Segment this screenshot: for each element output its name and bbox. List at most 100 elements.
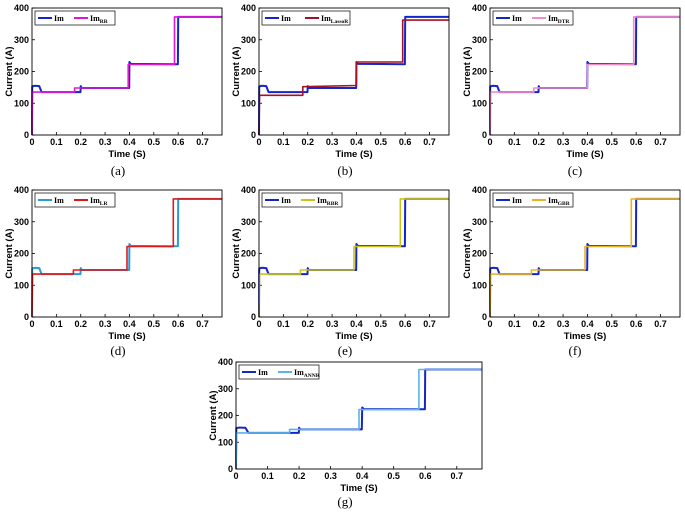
x-axis-label: Times (S) [564,331,607,342]
panel-caption: (g) [337,494,352,509]
y-tick-label: 400 [472,185,487,195]
y-axis-label: Current (A) [462,228,473,278]
series-line-imrr [31,16,222,136]
y-tick-label: 400 [472,3,487,13]
x-tick-label: 0.4 [350,319,363,329]
legend-entry: Im [54,14,64,23]
legend-entry: ImGBR [548,196,571,207]
series-line-imrbr [258,198,449,318]
series-line-imdtr [489,16,680,136]
legend-entry: Im [54,196,64,205]
y-tick-label: 200 [241,249,256,259]
y-tick-label: 0 [251,312,256,322]
x-tick-label: 0.6 [419,471,432,481]
x-tick-label: 0.6 [172,137,185,147]
plot-frame [235,361,483,470]
series-line-imannr [235,368,482,470]
x-tick-label: 0.1 [50,319,63,329]
x-tick-label: 0.1 [508,137,521,147]
y-tick-label: 300 [241,217,256,227]
legend-entry: ImANNR [294,368,321,379]
x-axis-label: Time (S) [340,483,377,494]
x-tick-label: 0.5 [387,471,400,481]
legend: Im ImGBR [492,192,574,208]
y-axis-label: Current (A) [231,228,242,278]
panel-caption: (a) [111,163,125,178]
x-tick-label: 0.3 [99,137,112,147]
plot-frame [489,7,681,136]
y-tick-label: 200 [241,67,256,77]
y-tick-label: 100 [14,280,29,290]
plot-frame [258,7,450,136]
x-tick-label: 0.7 [423,319,436,329]
y-tick-label: 400 [218,357,233,367]
series-line-imgbr [489,198,680,318]
y-tick-label: 100 [14,98,29,108]
x-tick-label: 0 [487,137,492,147]
plot-frame [258,189,450,318]
y-axis-label: Current (A) [4,228,15,278]
y-tick-label: 300 [14,217,29,227]
y-tick-label: 300 [241,35,256,45]
series-line-imlassor [258,19,449,136]
legend-entry: ImLassoR [321,14,349,25]
y-tick-label: 400 [241,3,256,13]
plot-frame [31,7,223,136]
x-tick-label: 0.3 [557,137,570,147]
x-tick-label: 0 [487,319,492,329]
x-tick-label: 0 [256,137,261,147]
chart-a: 0 100 200 300 400 0 0.1 0.2 0.3 0.4 0.5 0.6 0.7 Time … [4,3,223,178]
legend-entry: Im [512,196,522,205]
y-axis-label: Current (A) [231,46,242,96]
x-tick-label: 0.7 [654,319,667,329]
y-tick-label: 100 [472,280,487,290]
x-tick-label: 0.1 [50,137,63,147]
panel-caption: (c) [568,163,582,178]
x-tick-label: 0.2 [532,137,545,147]
chart-b: 0 100 200 300 400 0 0.1 0.2 0.3 0.4 0.5 0.6 0.7 Time … [231,3,450,178]
x-tick-label: 0.7 [451,471,464,481]
y-tick-label: 400 [14,3,29,13]
legend-entry: ImLR [90,196,108,207]
x-tick-label: 0.4 [123,319,136,329]
legend-entry: Im [281,14,291,23]
plot-frame [31,189,223,318]
y-tick-label: 0 [228,464,233,474]
x-tick-label: 0.4 [356,471,369,481]
x-tick-label: 0.2 [293,471,306,481]
legend: Im ImANNR [238,364,321,380]
x-tick-label: 0.1 [508,319,521,329]
series-line-im [31,15,222,136]
y-axis-label: Current (A) [4,46,15,96]
panel-caption: (f) [569,343,582,358]
y-tick-label: 0 [482,312,487,322]
x-tick-label: 0.5 [375,319,388,329]
x-tick-label: 0.5 [148,319,161,329]
y-tick-label: 300 [472,217,487,227]
x-tick-label: 0.3 [99,319,112,329]
y-tick-label: 100 [241,280,256,290]
y-tick-label: 0 [24,312,29,322]
legend: Im ImRBR [261,192,343,208]
x-axis-label: Time (S) [335,331,372,342]
y-tick-label: 300 [472,35,487,45]
x-axis-label: Time (S) [108,331,145,342]
x-tick-label: 0.5 [375,137,388,147]
y-axis-label: Current (A) [462,46,473,96]
panel-caption: (d) [110,343,125,358]
y-tick-label: 100 [218,437,233,447]
y-tick-label: 100 [472,98,487,108]
x-tick-label: 0.4 [123,137,136,147]
x-tick-label: 0.7 [196,137,209,147]
chart-d: 0 100 200 300 400 0 0.1 0.2 0.3 0.4 0.5 0.6 0.7 Time … [4,185,223,358]
x-tick-label: 0.4 [581,137,594,147]
chart-f: 0 100 200 300 400 0 0.1 0.2 0.3 0.4 0.5 0.6 0.7 Times… [462,185,681,358]
x-tick-label: 0.2 [301,137,314,147]
x-tick-label: 0.3 [557,319,570,329]
x-tick-label: 0.2 [74,319,87,329]
y-tick-label: 400 [241,185,256,195]
x-tick-label: 0 [256,319,261,329]
legend-entry: ImDTR [548,14,570,25]
chart-e: 0 100 200 300 400 0 0.1 0.2 0.3 0.4 0.5 0.6 0.7 Time … [231,185,450,358]
